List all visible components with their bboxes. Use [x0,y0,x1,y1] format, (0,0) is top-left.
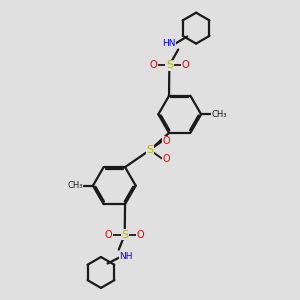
Text: CH₃: CH₃ [67,181,83,190]
Text: S: S [166,60,173,70]
Text: O: O [162,136,170,146]
Text: O: O [137,230,145,240]
Text: S: S [146,145,154,155]
Text: CH₃: CH₃ [211,110,227,119]
Text: NH: NH [119,252,133,261]
Text: O: O [105,230,112,240]
Text: S: S [121,230,128,240]
Text: HN: HN [162,39,175,48]
Text: O: O [182,60,189,70]
Text: O: O [162,154,170,164]
Text: O: O [149,60,157,70]
